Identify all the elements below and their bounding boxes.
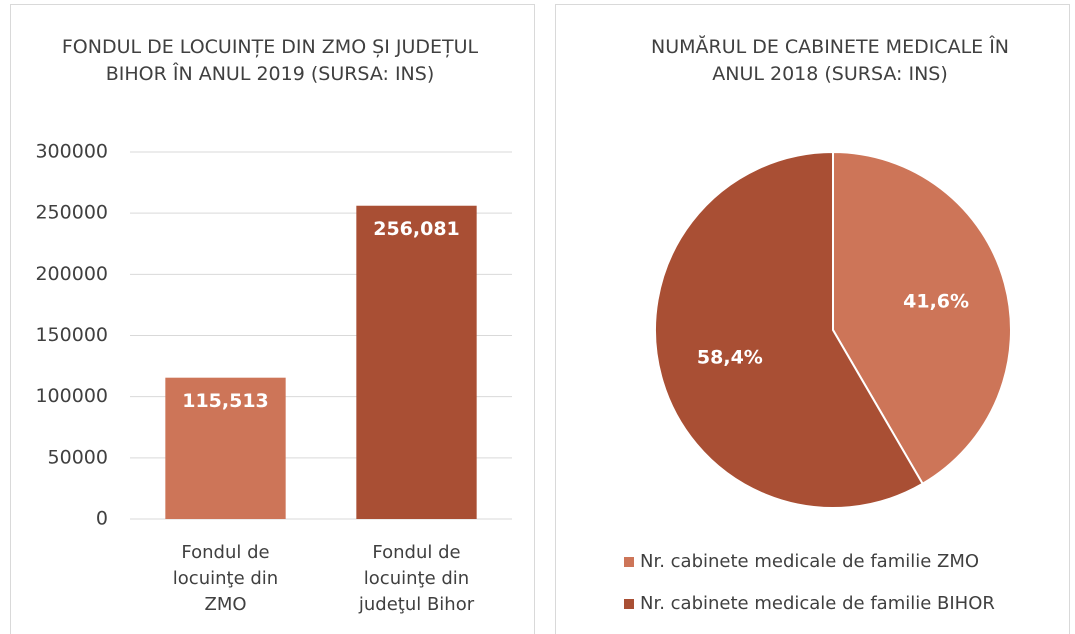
y-tick-label: 0 <box>96 508 108 530</box>
y-tick-label: 300000 <box>35 141 108 163</box>
bar <box>356 205 477 519</box>
data-label: 256,081 <box>373 218 460 240</box>
data-label: 115,513 <box>182 390 269 412</box>
pie-slice <box>832 150 1012 486</box>
y-tick-label: 50000 <box>48 446 108 468</box>
y-tick-label: 150000 <box>35 324 108 346</box>
y-tick-label: 250000 <box>35 202 108 224</box>
legend-swatch <box>624 599 634 609</box>
y-tick-label: 200000 <box>35 263 108 285</box>
legend-swatch <box>624 557 634 567</box>
legend-label: Nr. cabinete medicale de familie ZMO <box>640 551 979 572</box>
x-tick-label: Fondul de locuinţe din judeţul Bihor <box>358 542 475 615</box>
bar <box>165 377 286 519</box>
data-label: 58,4% <box>697 346 763 368</box>
y-tick-label: 100000 <box>35 385 108 407</box>
bar-title: FONDUL DE LOCUINȚE DIN ZMO ȘI JUDEȚUL BI… <box>61 36 479 85</box>
data-label: 41,6% <box>903 291 969 313</box>
pie-slice <box>654 150 925 509</box>
x-tick-label: Fondul de locuinţe din ZMO <box>172 542 279 615</box>
pie-title: NUMĂRUL DE CABINETE MEDICALE ÎN ANUL 201… <box>650 36 1010 85</box>
legend-label: Nr. cabinete medicale de familie BIHOR <box>640 593 995 614</box>
